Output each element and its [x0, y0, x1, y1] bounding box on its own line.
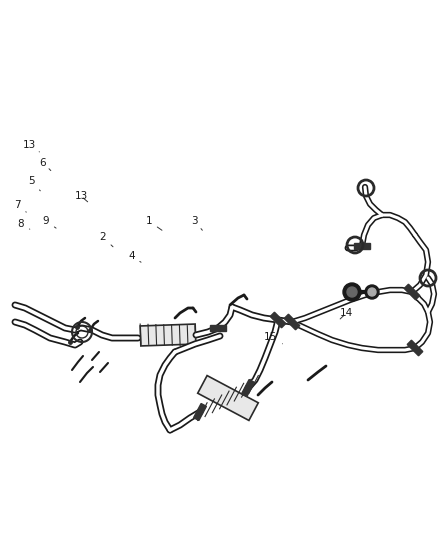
Bar: [210, 325, 226, 331]
Text: 1: 1: [145, 216, 162, 230]
Text: 6: 6: [39, 158, 51, 171]
Text: 9: 9: [42, 216, 56, 228]
Bar: [407, 340, 423, 356]
Text: 3: 3: [191, 216, 202, 230]
Circle shape: [365, 285, 379, 299]
Text: 13: 13: [23, 140, 39, 152]
Text: 14: 14: [339, 309, 353, 319]
Text: 4: 4: [128, 251, 141, 262]
Bar: [404, 284, 420, 300]
Bar: [270, 312, 286, 328]
Text: 8: 8: [18, 219, 30, 229]
Bar: [354, 243, 370, 249]
Bar: [284, 314, 300, 330]
Text: 7: 7: [14, 200, 26, 212]
Polygon shape: [198, 376, 258, 421]
Text: 13: 13: [74, 191, 88, 202]
Text: 15: 15: [264, 332, 283, 344]
Bar: [194, 403, 206, 421]
Text: 5: 5: [28, 176, 40, 191]
Circle shape: [347, 287, 357, 297]
Text: 2: 2: [99, 232, 113, 247]
Circle shape: [343, 283, 361, 301]
Bar: [242, 379, 254, 397]
Circle shape: [368, 288, 376, 296]
Polygon shape: [140, 324, 196, 346]
